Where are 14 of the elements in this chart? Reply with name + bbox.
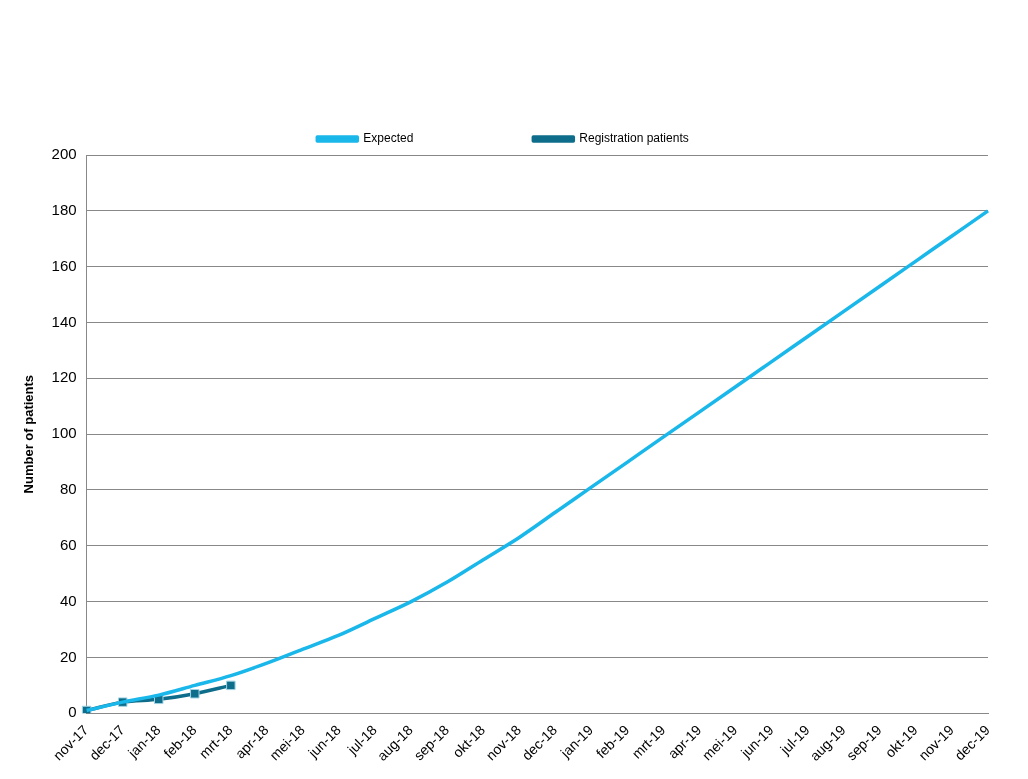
y-axis-title: Number of patients xyxy=(21,374,37,494)
y-tick-label: 180 xyxy=(51,200,77,218)
y-tick-label: 140 xyxy=(51,312,77,330)
legend-label: Expected xyxy=(363,131,414,146)
legend-label: Registration patients xyxy=(579,131,689,146)
y-tick-label: 0 xyxy=(68,703,77,721)
y-tick-label: 100 xyxy=(51,424,77,442)
y-tick-label: 60 xyxy=(59,535,77,553)
y-tick-label: 80 xyxy=(59,480,77,498)
y-tick-label: 40 xyxy=(59,591,77,609)
y-tick-label: 200 xyxy=(51,145,77,163)
y-tick-label: 160 xyxy=(51,256,77,274)
y-tick-label: 120 xyxy=(51,368,77,386)
y-tick-label: 20 xyxy=(59,647,77,665)
